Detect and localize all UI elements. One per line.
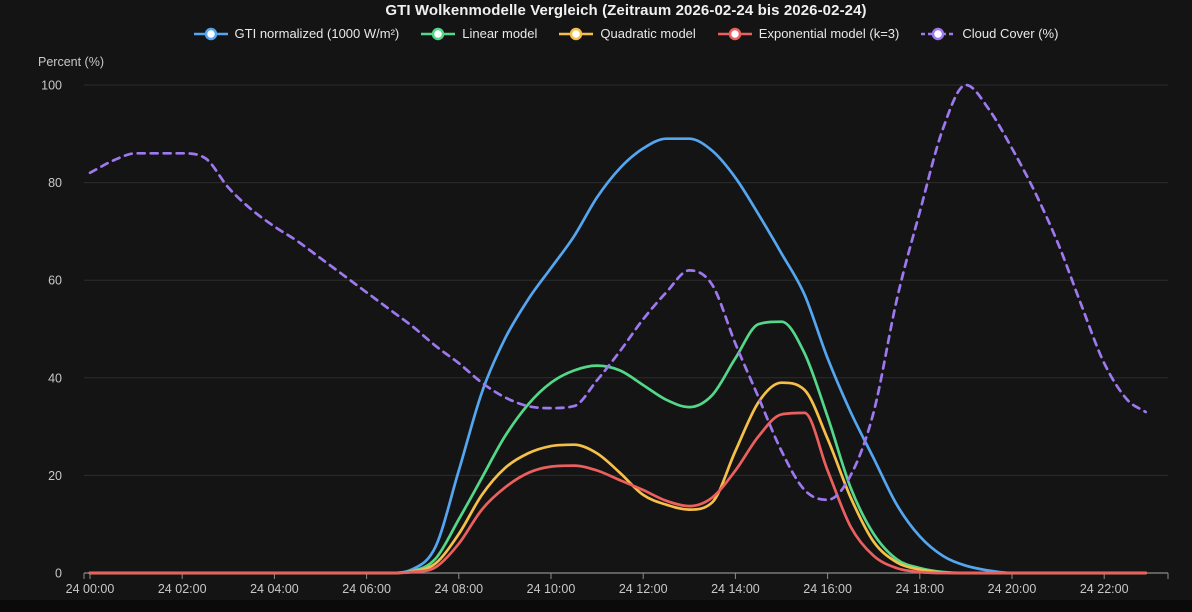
y-tick-label: 100 (41, 79, 62, 93)
x-tick-label: 24 04:00 (250, 582, 299, 596)
legend-item-label: Linear model (462, 26, 538, 41)
y-tick-label: 0 (55, 567, 62, 581)
chart-title: GTI Wolkenmodelle Vergleich (Zeitraum 20… (385, 2, 867, 19)
x-tick-label: 24 06:00 (342, 582, 391, 596)
legend-marker-icon (559, 27, 594, 40)
legend-item-2[interactable]: Quadratic model (559, 26, 696, 41)
legend-item-4[interactable]: Cloud Cover (%) (921, 26, 1058, 41)
x-tick-label: 24 18:00 (895, 582, 944, 596)
legend-item-3[interactable]: Exponential model (k=3) (717, 26, 900, 41)
x-tick-label: 24 08:00 (434, 582, 483, 596)
y-tick-label: 20 (48, 469, 62, 483)
legend-marker-icon (921, 27, 956, 40)
y-tick-label: 60 (48, 274, 62, 288)
legend-item-1[interactable]: Linear model (421, 26, 537, 41)
y-axis-title: Percent (%) (38, 55, 104, 69)
x-tick-label: 24 02:00 (158, 582, 207, 596)
legend-marker-icon (193, 27, 228, 40)
x-tick-label: 24 14:00 (711, 582, 760, 596)
x-tick-label: 24 22:00 (1080, 582, 1129, 596)
x-tick-label: 24 00:00 (66, 582, 115, 596)
x-tick-label: 24 12:00 (619, 582, 668, 596)
y-tick-label: 80 (48, 176, 62, 190)
bottom-strip (0, 600, 1192, 612)
legend-item-label: GTI normalized (1000 W/m²) (234, 26, 400, 41)
legend-item-0[interactable]: GTI normalized (1000 W/m²) (193, 26, 400, 41)
series-line-1 (88, 320, 1148, 575)
legend-marker-icon (717, 27, 752, 40)
legend-item-label: Exponential model (k=3) (758, 26, 900, 41)
series-line-4 (88, 83, 1148, 502)
x-tick-label: 24 20:00 (988, 582, 1037, 596)
series-line-3 (88, 411, 1148, 575)
chart-legend: GTI normalized (1000 W/m²) Linear model Qu… (84, 26, 1168, 41)
legend-marker-icon (421, 27, 456, 40)
y-tick-label: 40 (48, 371, 62, 385)
legend-item-label: Quadratic model (600, 26, 696, 41)
x-tick-label: 24 16:00 (803, 582, 852, 596)
legend-item-label: Cloud Cover (%) (962, 26, 1059, 41)
x-tick-label: 24 10:00 (527, 582, 576, 596)
